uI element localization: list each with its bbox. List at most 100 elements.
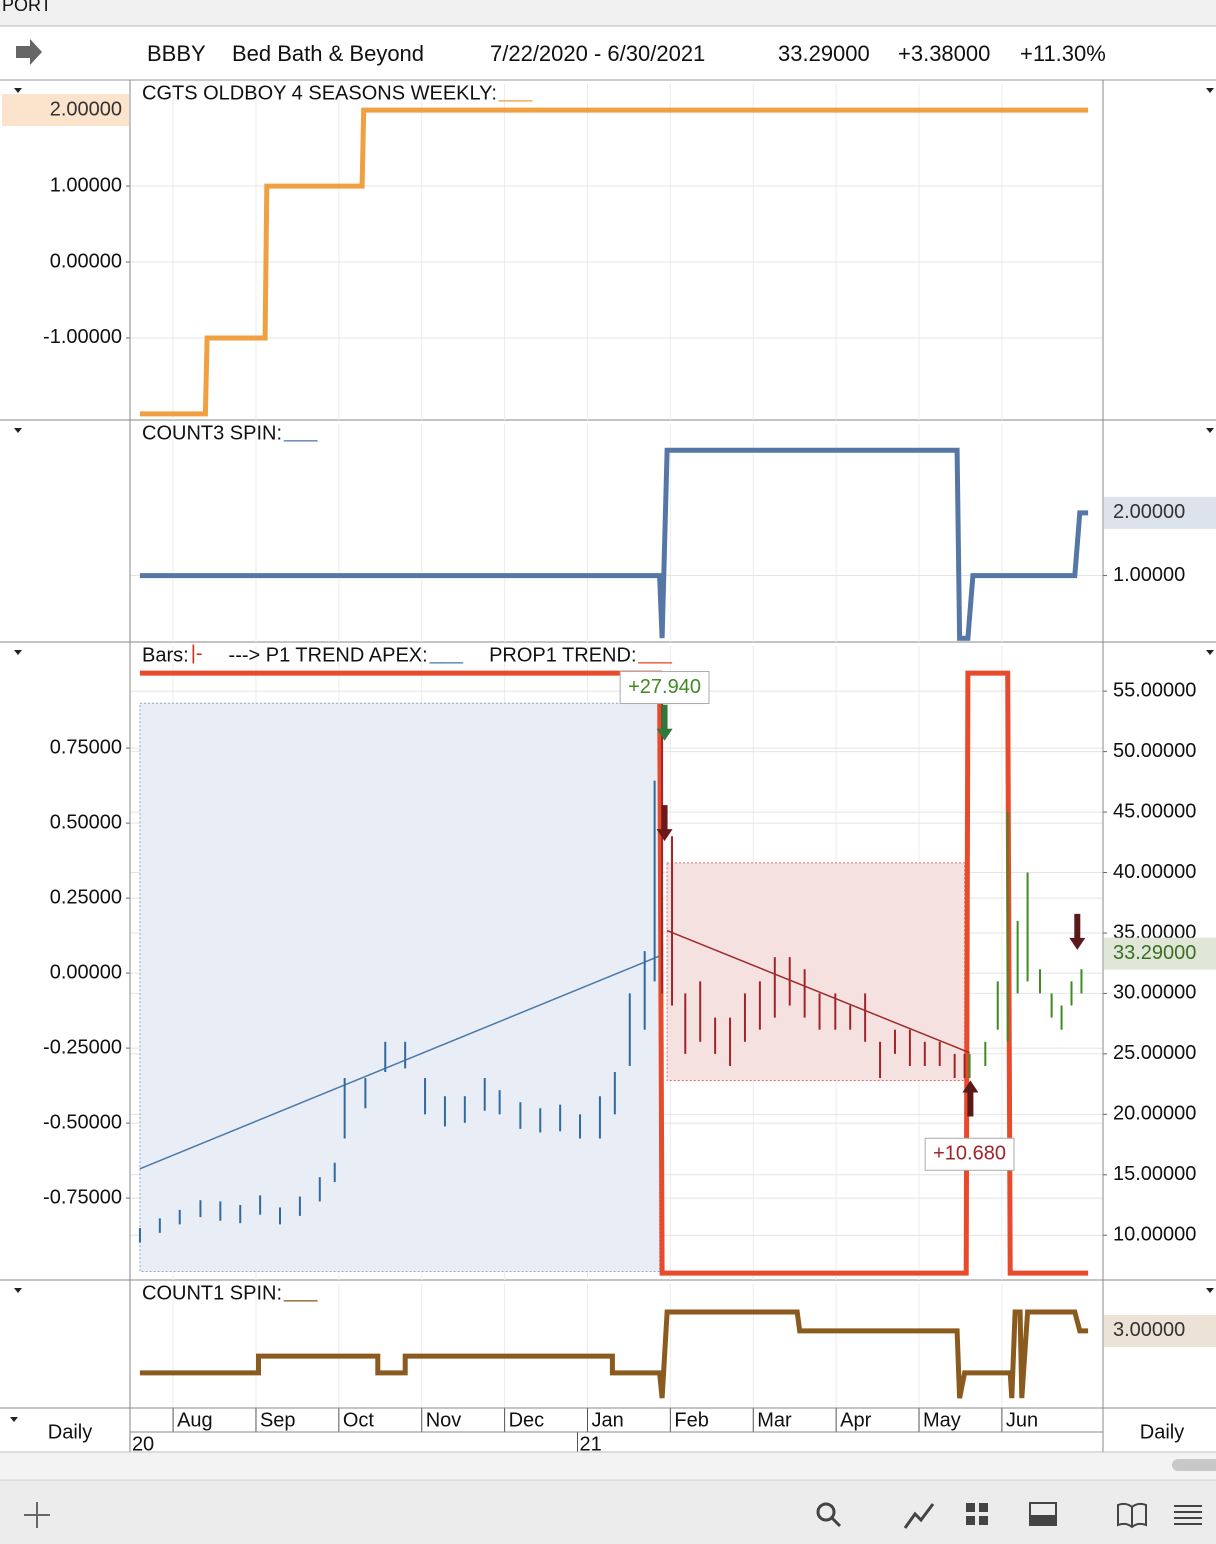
y-tick-label: 50.00000 bbox=[1113, 740, 1196, 762]
x-tick-label: Oct bbox=[343, 1409, 375, 1431]
current-value-box bbox=[1104, 496, 1216, 529]
panel-menu bbox=[14, 88, 22, 93]
symbol: BBBY bbox=[147, 41, 206, 66]
y-tick-label: -0.75000 bbox=[43, 1186, 122, 1208]
year-label: 20 bbox=[132, 1433, 154, 1455]
x-tick-label: Jan bbox=[591, 1409, 623, 1431]
panel-title: CGTS OLDBOY 4 SEASONS WEEKLY: bbox=[142, 82, 497, 104]
panel-menu bbox=[1206, 428, 1214, 433]
search-button-handle[interactable] bbox=[830, 1516, 842, 1528]
layout-button[interactable] bbox=[979, 1503, 988, 1512]
go-icon[interactable] bbox=[16, 39, 42, 65]
series-line bbox=[139, 447, 1089, 641]
highlight-region bbox=[139, 702, 661, 1273]
period-left[interactable]: Daily bbox=[48, 1421, 92, 1443]
x-tick-label: Aug bbox=[177, 1409, 213, 1431]
current-value-label: 3.00000 bbox=[1113, 1319, 1185, 1341]
layout-button[interactable] bbox=[979, 1516, 988, 1525]
y-tick-label: 1.00000 bbox=[1113, 564, 1185, 586]
annotation: +27.940 bbox=[628, 676, 701, 698]
x-tick-label: Feb bbox=[674, 1409, 708, 1431]
panel-title-swatch: ___ bbox=[498, 80, 533, 102]
search-button[interactable] bbox=[816, 1502, 836, 1522]
tab-strip bbox=[0, 0, 1216, 26]
y-tick-label: -0.50000 bbox=[43, 1111, 122, 1133]
panel-title-swatch: ___ bbox=[283, 420, 318, 442]
tab-label: PORT bbox=[2, 0, 52, 15]
panel-menu bbox=[1206, 1288, 1214, 1293]
y-tick-label: -0.25000 bbox=[43, 1036, 122, 1058]
y-tick-label: 10.00000 bbox=[1113, 1224, 1196, 1246]
panel-menu bbox=[14, 650, 22, 655]
company: Bed Bath & Beyond bbox=[232, 41, 424, 66]
x-tick-label: May bbox=[923, 1409, 961, 1431]
annotation-box bbox=[924, 1137, 1015, 1171]
panel-title: COUNT3 SPIN: bbox=[142, 422, 282, 444]
scrollbar-track bbox=[0, 1453, 1216, 1479]
scrollbar-thumb[interactable] bbox=[1172, 1459, 1216, 1471]
highlight-region bbox=[666, 862, 966, 1081]
series-line bbox=[139, 1309, 1089, 1399]
legend-label: PROP1 TREND: bbox=[489, 644, 636, 666]
legend-swatch: ___ bbox=[638, 642, 673, 664]
y-tick-label: 1.00000 bbox=[50, 174, 122, 196]
last-price: 33.29000 bbox=[778, 41, 870, 66]
change-pct: +11.30% bbox=[1020, 41, 1106, 66]
annotation: +10.680 bbox=[933, 1143, 1006, 1165]
panel-menu bbox=[1206, 650, 1214, 655]
year-label: 21 bbox=[579, 1433, 601, 1455]
series-line bbox=[139, 955, 660, 1170]
x-tick-label: Jun bbox=[1006, 1409, 1038, 1431]
y-tick-label: 0.50000 bbox=[50, 811, 122, 833]
y-tick-label: 0.25000 bbox=[50, 886, 122, 908]
legend-label: ---> P1 TREND APEX: bbox=[229, 644, 428, 666]
toolbar bbox=[0, 1480, 1216, 1544]
annotation-box bbox=[619, 671, 710, 705]
layout-button[interactable] bbox=[966, 1516, 975, 1525]
add-button[interactable] bbox=[24, 1502, 50, 1528]
chart-type-button[interactable] bbox=[903, 1503, 935, 1529]
y-tick-label: -1.00000 bbox=[43, 326, 122, 348]
book-button[interactable] bbox=[1117, 1502, 1147, 1529]
period-right[interactable]: Daily bbox=[1140, 1421, 1184, 1443]
signal-arrow bbox=[962, 1080, 979, 1117]
series-line bbox=[139, 107, 1089, 417]
y-tick-label: 30.00000 bbox=[1113, 982, 1196, 1004]
y-tick-label: 20.00000 bbox=[1113, 1103, 1196, 1125]
x-tick-label: Mar bbox=[757, 1409, 792, 1431]
y-tick-label: 15.00000 bbox=[1113, 1163, 1196, 1185]
y-tick-label: 40.00000 bbox=[1113, 861, 1196, 883]
series-line bbox=[139, 670, 1089, 1276]
change: +3.38000 bbox=[898, 41, 990, 66]
date-range: 7/22/2020 - 6/30/2021 bbox=[490, 41, 705, 66]
signal-arrow bbox=[1069, 913, 1086, 950]
y-tick-label: 0.00000 bbox=[50, 250, 122, 272]
menu-button[interactable] bbox=[1174, 1505, 1202, 1525]
y-tick-label: 45.00000 bbox=[1113, 800, 1196, 822]
panel-button-fill bbox=[1030, 1515, 1056, 1525]
panel-menu bbox=[1206, 88, 1214, 93]
legend-swatch: |- bbox=[191, 642, 203, 664]
panel-title: COUNT1 SPIN: bbox=[142, 1282, 282, 1304]
signal-arrow bbox=[656, 704, 673, 741]
legend-swatch: ___ bbox=[429, 642, 464, 664]
layout-button[interactable] bbox=[966, 1503, 975, 1512]
current-value-label: 2.00000 bbox=[1113, 501, 1185, 523]
period-menu[interactable] bbox=[10, 1417, 18, 1422]
current-value-box bbox=[1104, 1314, 1216, 1347]
x-tick-label: Apr bbox=[840, 1409, 871, 1431]
current-value-label: 2.00000 bbox=[50, 98, 122, 120]
panel-title-swatch: ___ bbox=[283, 1280, 318, 1302]
series-line bbox=[666, 929, 970, 1054]
y-tick-label: 0.00000 bbox=[50, 961, 122, 983]
x-tick-label: Dec bbox=[509, 1409, 545, 1431]
current-value-box bbox=[2, 94, 129, 127]
legend-label: Bars: bbox=[142, 644, 189, 666]
x-tick-label: Sep bbox=[260, 1409, 296, 1431]
y-tick-label: 25.00000 bbox=[1113, 1042, 1196, 1064]
current-value-box bbox=[1104, 937, 1216, 970]
x-tick-label: Nov bbox=[426, 1409, 462, 1431]
y-tick-label: 55.00000 bbox=[1113, 679, 1196, 701]
